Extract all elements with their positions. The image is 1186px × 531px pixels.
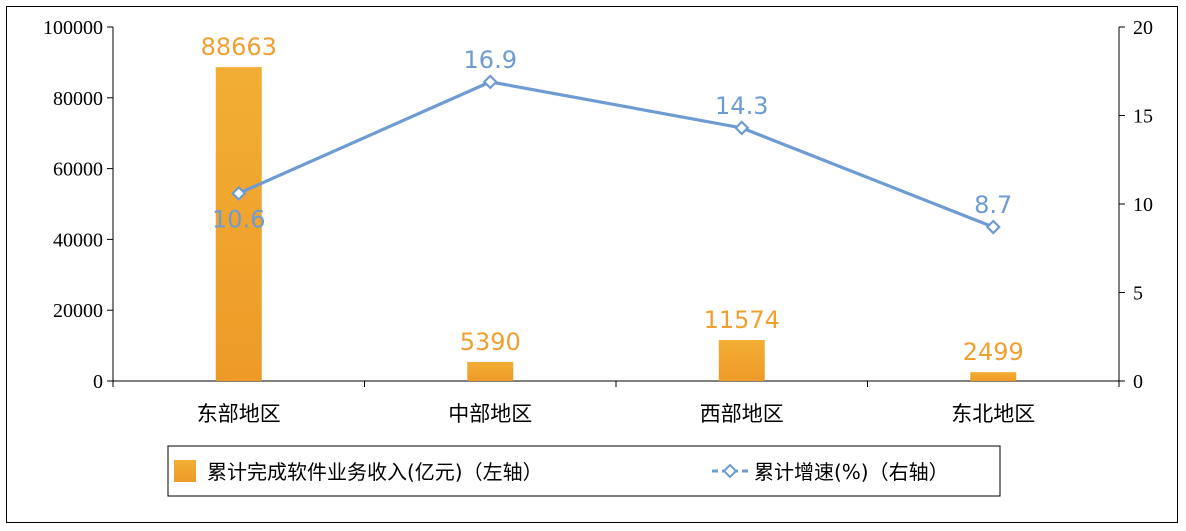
bar-data-label: 11574	[704, 306, 780, 334]
line-data-label: 16.9	[464, 46, 517, 74]
y-left-tick-label: 100000	[43, 17, 103, 39]
x-category-label: 东北地区	[951, 402, 1035, 426]
legend: 累计完成软件业务收入(亿元)（左轴） 累计增速(%)（右轴）	[167, 445, 1001, 497]
y-right-tick-label: 5	[1133, 283, 1143, 305]
line-marker	[231, 185, 247, 201]
y-left-tick-label: 80000	[53, 88, 103, 110]
bar	[718, 340, 765, 381]
legend-bar-swatch	[174, 460, 196, 482]
legend-line-label: 累计增速(%)（右轴）	[754, 460, 949, 484]
line-data-label: 10.6	[212, 205, 265, 233]
bar-data-label: 2499	[963, 338, 1024, 366]
bar	[467, 361, 514, 381]
bar	[970, 372, 1017, 381]
bar	[215, 67, 262, 381]
growth-line	[238, 80, 994, 229]
line-marker	[734, 120, 750, 136]
x-category-label: 东部地区	[197, 402, 281, 426]
legend-line-marker	[722, 463, 738, 479]
y-right-tick-label: 0	[1133, 371, 1143, 393]
bar-data-label: 5390	[460, 328, 521, 356]
line-series	[231, 74, 1001, 235]
line-marker	[985, 219, 1001, 235]
y-right-tick-label: 20	[1133, 17, 1153, 39]
y-right-tick-label: 15	[1133, 106, 1153, 128]
y-left-tick-label: 20000	[53, 300, 103, 322]
y-left-tick-label: 60000	[53, 159, 103, 181]
line-data-label: 8.7	[974, 191, 1012, 219]
y-left-tick-label: 0	[93, 371, 103, 393]
legend-bar-label: 累计完成软件业务收入(亿元)（左轴）	[207, 460, 543, 484]
bar-series	[215, 67, 1017, 381]
bar-data-label: 88663	[201, 33, 277, 61]
x-category-label: 中部地区	[448, 402, 532, 426]
x-category-label: 西部地区	[700, 402, 784, 426]
y-right-tick-label: 10	[1133, 194, 1153, 216]
axes: 0 20000 40000 60000 80000 100000 0 5 10 15 20 东部地区 中…	[43, 17, 1153, 426]
line-data-label: 14.3	[715, 92, 768, 120]
data-labels: 88663 5390 11574 2499 10.6 16.9 14.3 8.7	[201, 33, 1024, 366]
line-marker	[482, 74, 498, 90]
y-left-tick-label: 40000	[53, 229, 103, 251]
chart-frame	[6, 6, 1178, 523]
legend-box	[167, 445, 1001, 497]
